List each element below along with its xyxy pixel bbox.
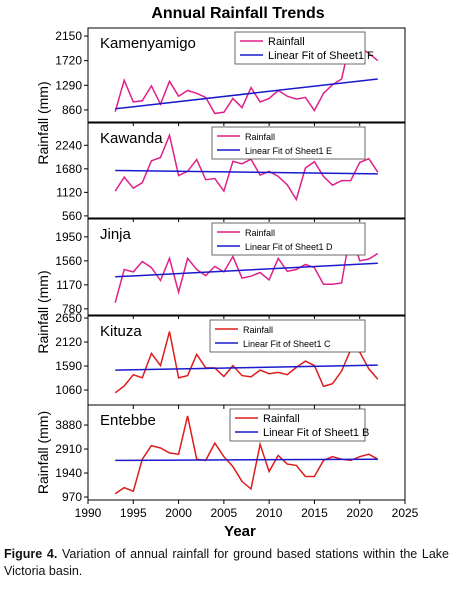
legend-label: Rainfall bbox=[245, 132, 275, 142]
y-tick-label: 1680 bbox=[55, 162, 82, 176]
fit-line bbox=[115, 364, 378, 371]
y-axis-label: Rainfall (mm) bbox=[35, 411, 51, 494]
y-tick-label: 1720 bbox=[55, 54, 82, 68]
y-tick-label: 1170 bbox=[56, 278, 82, 292]
legend-label: Linear Fit of Sheet1 C bbox=[243, 339, 331, 349]
panel-title: Kituza bbox=[100, 323, 142, 340]
y-tick-label: 2120 bbox=[55, 335, 82, 349]
legend-label: Rainfall bbox=[268, 36, 305, 48]
legend-label: Linear Fit of Sheet1 B bbox=[263, 427, 369, 439]
y-tick-label: 2150 bbox=[55, 29, 82, 43]
x-tick-label: 2000 bbox=[165, 506, 192, 520]
plot-frame bbox=[87, 27, 406, 123]
rainfall-line bbox=[114, 229, 379, 303]
x-tick-label: 2020 bbox=[346, 506, 373, 520]
x-tick-label: 1995 bbox=[120, 506, 147, 520]
rainfall-line bbox=[114, 331, 379, 394]
y-tick-label: 780 bbox=[62, 302, 82, 316]
chart-title: Annual Rainfall Trends bbox=[151, 5, 324, 22]
legend-box bbox=[209, 319, 366, 353]
panel-title: Kamenyamigo bbox=[100, 35, 196, 52]
x-tick-label: 1990 bbox=[75, 506, 102, 520]
legend-box bbox=[234, 31, 366, 65]
plot-frame bbox=[87, 122, 406, 219]
fit-line bbox=[115, 458, 378, 462]
y-tick-label: 2650 bbox=[55, 311, 82, 325]
rainfall-line bbox=[114, 415, 379, 495]
y-tick-label: 2910 bbox=[55, 442, 82, 456]
legend-box bbox=[211, 126, 366, 160]
y-axis-label: Rainfall (mm) bbox=[35, 81, 51, 164]
plot-frame bbox=[87, 218, 406, 316]
plot-frame bbox=[87, 404, 406, 501]
panel-title: Kawanda bbox=[100, 130, 163, 147]
legend-label: Linear Fit of Sheet1 E bbox=[245, 146, 332, 156]
fit-line bbox=[115, 169, 378, 175]
y-axis-label: Rainfall (mm) bbox=[35, 270, 51, 353]
x-tick-label: 2025 bbox=[392, 506, 419, 520]
caption: Figure 4. Variation of annual rainfall f… bbox=[4, 546, 449, 580]
y-tick-label: 1120 bbox=[56, 185, 82, 199]
legend-label: Rainfall bbox=[243, 325, 273, 335]
legend-label: Linear Fit of Sheet1 D bbox=[245, 242, 333, 252]
x-axis-label: Year bbox=[224, 523, 256, 540]
y-tick-label: 970 bbox=[62, 490, 82, 504]
fit-line bbox=[115, 78, 378, 110]
x-tick-label: 2010 bbox=[256, 506, 283, 520]
caption-label: Figure 4. bbox=[4, 547, 58, 561]
panel-title: Jinja bbox=[100, 226, 132, 243]
rainfall-line bbox=[114, 132, 379, 202]
y-tick-label: 1950 bbox=[55, 230, 82, 244]
y-tick-label: 860 bbox=[62, 103, 82, 117]
legend-box bbox=[229, 408, 366, 442]
fit-line bbox=[115, 262, 378, 278]
x-tick-label: 2015 bbox=[301, 506, 328, 520]
y-tick-label: 3880 bbox=[55, 418, 82, 432]
y-tick-label: 560 bbox=[62, 209, 82, 223]
legend-label: Rainfall bbox=[263, 413, 300, 425]
caption-text: Variation of annual rainfall for ground … bbox=[4, 547, 449, 578]
legend-label: Rainfall bbox=[245, 228, 275, 238]
legend-box bbox=[211, 222, 366, 256]
y-tick-label: 1560 bbox=[55, 254, 82, 268]
legend-label: Linear Fit of Sheet1 F bbox=[268, 50, 374, 62]
y-tick-label: 1060 bbox=[55, 383, 82, 397]
y-tick-label: 1590 bbox=[55, 359, 82, 373]
chart: Annual Rainfall Trends Year 860 1290 1720 2… bbox=[35, 5, 419, 540]
y-tick-label: 1290 bbox=[55, 78, 82, 92]
y-tick-label: 2240 bbox=[55, 138, 82, 152]
y-tick-label: 1940 bbox=[55, 466, 82, 480]
x-tick-label: 2005 bbox=[211, 506, 238, 520]
panel-title: Entebbe bbox=[100, 412, 156, 429]
